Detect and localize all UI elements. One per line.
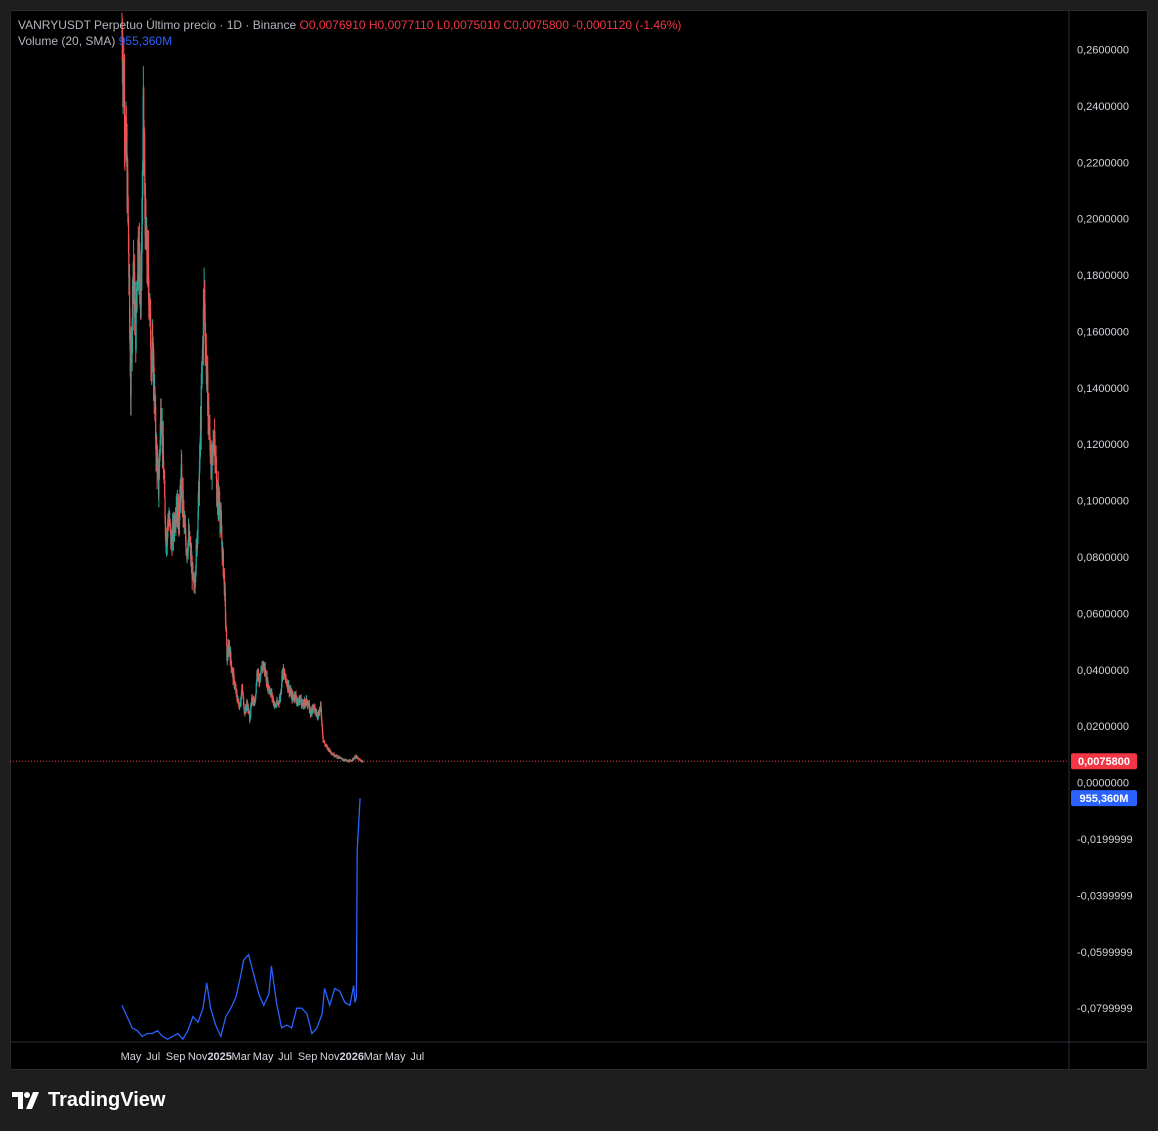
candle bbox=[300, 694, 302, 701]
x-tick-label: Mar bbox=[364, 1051, 383, 1063]
chart-legend: VANRYUSDT Perpetuo Último precio · 1D · … bbox=[18, 17, 681, 49]
price-axis: 0,2600000 0,2400000 0,2200000 0,2000000 0,18… bbox=[1068, 10, 1133, 1070]
legend-open: O0,0076910 bbox=[299, 18, 366, 32]
svg-text:955,360M: 955,360M bbox=[1080, 793, 1129, 805]
legend-change: -0,0001120 (-1.46%) bbox=[572, 18, 682, 32]
candle bbox=[164, 469, 166, 498]
x-tick-label: Sep bbox=[298, 1051, 318, 1063]
x-tick-label: Jul bbox=[278, 1051, 292, 1063]
y-tick-label: 0,0000000 bbox=[1077, 778, 1129, 790]
brand-name: TradingView bbox=[48, 1089, 166, 1111]
volume-badge: 955,360M bbox=[1071, 790, 1137, 807]
last-price-badge: 0,0075800 bbox=[1071, 753, 1137, 770]
candle bbox=[135, 281, 137, 354]
volume-sma-line bbox=[121, 798, 361, 1041]
y-tick-label: -0,0799999 bbox=[1077, 1003, 1133, 1015]
legend-volume-row: Volume (20, SMA) 955,360M bbox=[18, 33, 681, 49]
candle bbox=[208, 392, 210, 440]
x-tick-label: May bbox=[385, 1051, 406, 1063]
x-tick-label: May bbox=[121, 1051, 142, 1063]
x-tick-label: Jul bbox=[410, 1051, 424, 1063]
legend-symbol[interactable]: VANRYUSDT Perpetuo bbox=[18, 18, 143, 32]
x-tick-label: 2026 bbox=[340, 1051, 364, 1063]
y-tick-label: 0,2000000 bbox=[1077, 214, 1129, 226]
chart-panel[interactable]: 0,2600000 0,2400000 0,2200000 0,2000000 0,18… bbox=[10, 10, 1148, 1070]
legend-low: L0,0075010 bbox=[436, 18, 501, 32]
y-tick-label: 0,0400000 bbox=[1077, 665, 1129, 677]
y-tick-label: 0,1400000 bbox=[1077, 383, 1129, 395]
x-tick-label: May bbox=[253, 1051, 274, 1063]
legend-price-row: VANRYUSDT Perpetuo Último precio · 1D · … bbox=[18, 17, 681, 33]
candle bbox=[287, 681, 289, 694]
y-tick-label: -0,0399999 bbox=[1077, 890, 1133, 902]
x-tick-label: Nov bbox=[188, 1051, 208, 1063]
candle bbox=[362, 760, 364, 763]
y-tick-label: -0,0199999 bbox=[1077, 834, 1133, 846]
legend-close: C0,0075800 bbox=[503, 18, 569, 32]
candle bbox=[192, 562, 194, 581]
x-tick-label: Nov bbox=[320, 1051, 340, 1063]
candle bbox=[182, 477, 184, 528]
y-tick-label: 0,1600000 bbox=[1077, 326, 1129, 338]
x-tick-label: Mar bbox=[232, 1051, 251, 1063]
y-tick-label: 0,1800000 bbox=[1077, 270, 1129, 282]
y-tick-label: 0,1000000 bbox=[1077, 496, 1129, 508]
legend-volume-value: 955,360M bbox=[118, 34, 173, 48]
y-tick-label: 0,1200000 bbox=[1077, 439, 1129, 451]
y-tick-label: 0,0600000 bbox=[1077, 608, 1129, 620]
y-tick-label: 0,0200000 bbox=[1077, 721, 1129, 733]
brand-footer[interactable]: TradingView bbox=[12, 1089, 165, 1112]
tradingview-logo-icon bbox=[12, 1091, 39, 1109]
y-tick-label: 0,2600000 bbox=[1077, 44, 1129, 56]
plot-area bbox=[10, 12, 1069, 1041]
candle bbox=[159, 419, 161, 456]
y-tick-label: 0,2400000 bbox=[1077, 101, 1129, 113]
y-tick-label: 0,0800000 bbox=[1077, 552, 1129, 564]
legend-chart-title: Último precio · 1D · Binance bbox=[146, 18, 297, 32]
legend-high: H0,0077110 bbox=[368, 18, 434, 32]
x-tick-label: Jul bbox=[146, 1051, 160, 1063]
y-tick-label: 0,2200000 bbox=[1077, 157, 1129, 169]
x-tick-label: 2025 bbox=[207, 1051, 231, 1063]
legend-volume-label[interactable]: Volume (20, SMA) bbox=[18, 34, 116, 48]
x-tick-label: Sep bbox=[166, 1051, 186, 1063]
svg-text:0,0075800: 0,0075800 bbox=[1078, 756, 1130, 768]
y-tick-label: -0,0599999 bbox=[1077, 947, 1133, 959]
axis-badges: 0,0075800 955,360M bbox=[1071, 753, 1137, 807]
time-axis: May Jul Sep Nov 2025 Mar May Jul Sep Nov 2026 Mar Ma… bbox=[10, 1041, 1148, 1063]
chart-canvas[interactable]: 0,2600000 0,2400000 0,2200000 0,2000000 0,18… bbox=[10, 10, 1148, 1070]
